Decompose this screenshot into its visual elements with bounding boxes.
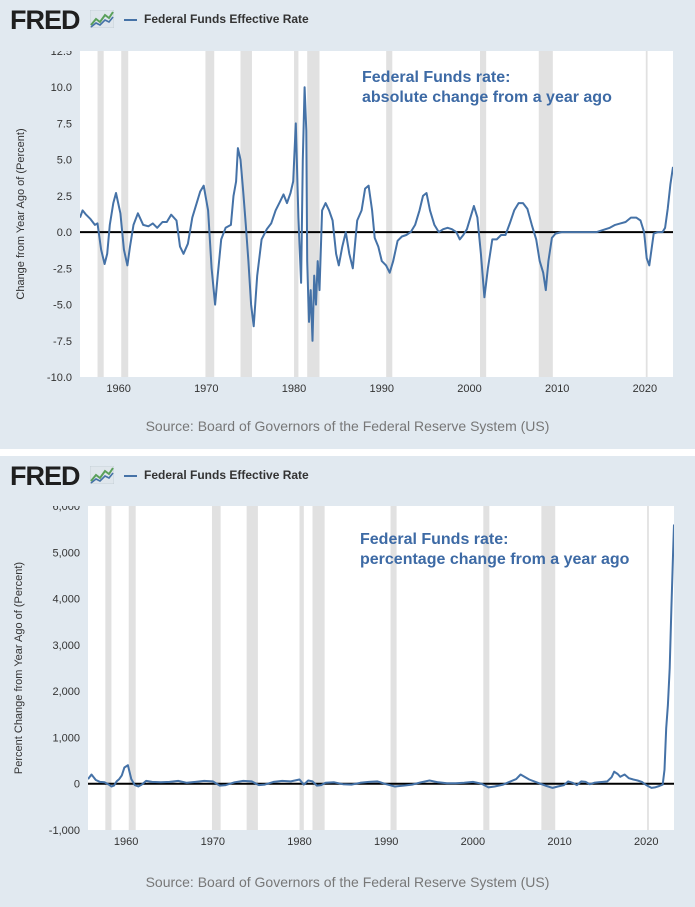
legend-label[interactable]: Federal Funds Effective Rate bbox=[144, 468, 309, 482]
x-tick-label: 2010 bbox=[547, 836, 571, 848]
chart-annotation-0: Federal Funds rate: bbox=[360, 531, 508, 548]
recession-band-9 bbox=[645, 51, 648, 377]
chart-annotation-1: percentage change from a year ago bbox=[360, 551, 630, 568]
y-tick-label: -2.5 bbox=[53, 263, 72, 275]
chart-plot-area[interactable]: Federal Funds rate: percentage change fro… bbox=[88, 506, 674, 830]
legend-label[interactable]: Federal Funds Effective Rate bbox=[144, 12, 309, 26]
recession-band-7 bbox=[483, 506, 490, 830]
y-tick-label: -7.5 bbox=[53, 336, 72, 348]
y-tick-label: 4,000 bbox=[52, 594, 80, 606]
x-tick-label: 2000 bbox=[457, 383, 481, 395]
x-tick-label: 1960 bbox=[106, 383, 130, 395]
recession-band-3 bbox=[246, 506, 258, 830]
y-axis-label: Change from Year Ago of (Percent) bbox=[15, 128, 27, 299]
legend-swatch bbox=[124, 475, 137, 477]
x-tick-label: 1980 bbox=[282, 383, 306, 395]
y-tick-label: 10.0 bbox=[51, 82, 72, 94]
recession-band-1 bbox=[121, 51, 129, 377]
recession-band-4 bbox=[294, 51, 299, 377]
x-tick-label: 2020 bbox=[634, 836, 658, 848]
y-tick-label: 3,000 bbox=[52, 640, 80, 652]
chart-annotation-0: Federal Funds rate: bbox=[362, 69, 510, 86]
chart-plot-area[interactable]: Federal Funds rate: absolute change from … bbox=[80, 51, 673, 377]
y-axis-left: 12.5 10.0 7.5 5.0 2.5 0.0 -2.5 -5.0 -7.5 -10.0 Ch… bbox=[15, 51, 72, 381]
y-tick-label: -5.0 bbox=[53, 300, 72, 312]
recession-band-1 bbox=[128, 506, 136, 830]
y-tick-label: 12.5 bbox=[51, 51, 72, 58]
x-tick-label: 2010 bbox=[545, 383, 569, 395]
recession-band-2 bbox=[205, 51, 215, 377]
y-tick-label: 5,000 bbox=[52, 547, 80, 559]
y-tick-label: 2.5 bbox=[57, 191, 72, 203]
fred-chart-icon bbox=[90, 466, 114, 484]
x-tick-label: 1970 bbox=[194, 383, 218, 395]
recession-band-4 bbox=[299, 506, 304, 830]
chart-annotation-1: absolute change from a year ago bbox=[362, 89, 612, 106]
y-tick-label: 1,000 bbox=[52, 732, 80, 744]
y-tick-label: 6,000 bbox=[52, 506, 80, 513]
y-tick-label: 7.5 bbox=[57, 118, 72, 130]
source-text[interactable]: Source: Board of Governors of the Federa… bbox=[145, 874, 550, 890]
legend-swatch bbox=[124, 19, 137, 21]
recession-band-5 bbox=[312, 506, 325, 830]
series-line-0[interactable] bbox=[80, 86, 673, 342]
y-tick-label: 0 bbox=[74, 779, 80, 791]
y-tick-label: -10.0 bbox=[47, 372, 72, 381]
source-text[interactable]: Source: Board of Governors of the Federa… bbox=[145, 418, 550, 434]
y-tick-label: -1,000 bbox=[49, 825, 80, 836]
fred-logo[interactable]: FRED bbox=[10, 461, 80, 491]
y-tick-label: 5.0 bbox=[57, 155, 72, 167]
recession-band-0 bbox=[97, 51, 104, 377]
chart-panel-bottom: FRED Federal Funds Effective Rate Federa… bbox=[0, 456, 695, 907]
fred-chart-icon bbox=[90, 10, 114, 28]
fred-logo[interactable]: FRED bbox=[10, 5, 80, 35]
recession-band-9 bbox=[647, 506, 649, 830]
x-axis: 1960 1970 1980 1990 2000 2010 2020 bbox=[114, 836, 659, 848]
x-tick-label: 1970 bbox=[201, 836, 225, 848]
y-axis-label: Percent Change from Year Ago of (Percent… bbox=[13, 562, 25, 774]
recession-band-3 bbox=[240, 51, 252, 377]
y-tick-label: 0.0 bbox=[57, 227, 72, 239]
x-axis: 1960 1970 1980 1990 2000 2010 2020 bbox=[106, 383, 657, 395]
y-tick-label: 2,000 bbox=[52, 686, 80, 698]
recession-band-0 bbox=[105, 506, 112, 830]
recession-band-8 bbox=[541, 506, 556, 830]
recession-band-7 bbox=[480, 51, 487, 377]
recession-band-6 bbox=[390, 506, 397, 830]
x-tick-label: 1990 bbox=[370, 383, 394, 395]
recession-band-8 bbox=[538, 51, 553, 377]
recession-band-2 bbox=[211, 506, 221, 830]
series-line-0[interactable] bbox=[88, 524, 674, 789]
chart-panel-top: FRED Federal Funds Effective Rate Federa… bbox=[0, 0, 695, 449]
x-tick-label: 1960 bbox=[114, 836, 138, 848]
x-tick-label: 1990 bbox=[374, 836, 398, 848]
x-tick-label: 2000 bbox=[461, 836, 485, 848]
x-tick-label: 2020 bbox=[633, 383, 657, 395]
recession-band-6 bbox=[386, 51, 393, 377]
y-axis-left: 6,000 5,000 4,000 3,000 2,000 1,000 0 -1,000 Pe… bbox=[13, 506, 80, 836]
x-tick-label: 1980 bbox=[287, 836, 311, 848]
